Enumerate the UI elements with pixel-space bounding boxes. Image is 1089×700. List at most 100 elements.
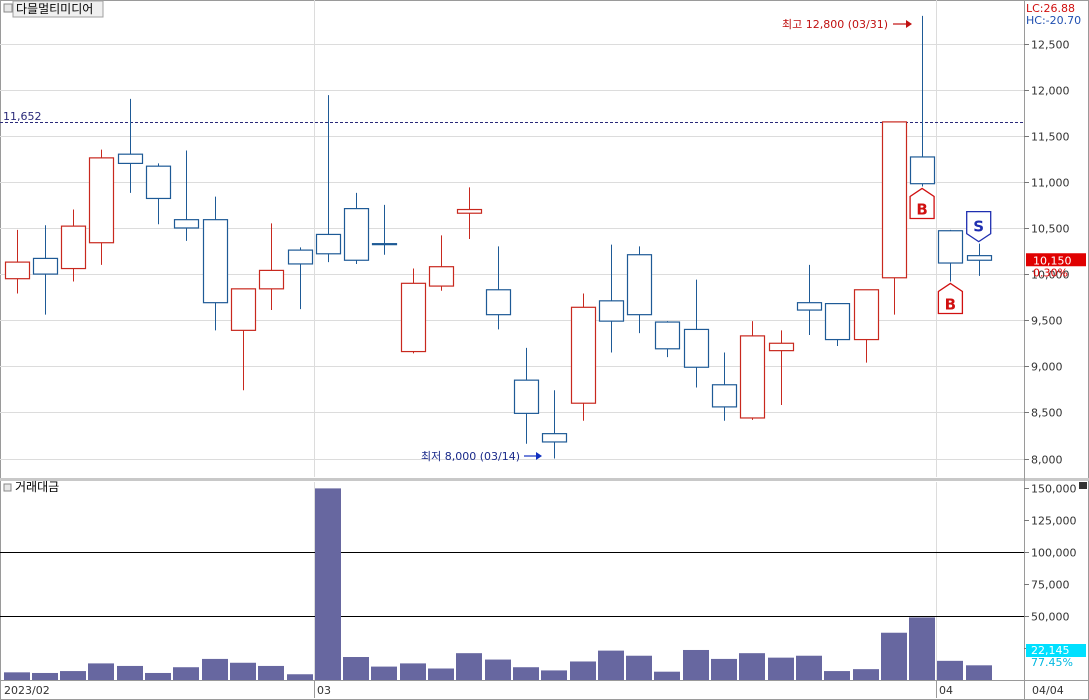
candlestick-series (4, 15, 993, 459)
volume-bar (683, 649, 709, 680)
candle-body (711, 384, 738, 408)
volume-bar (881, 632, 907, 680)
reference-line-label: 11,652 (3, 110, 42, 123)
signal-label: S (973, 218, 984, 236)
volume-bar (32, 672, 58, 680)
last-change-label: 0.30% (1033, 266, 1068, 279)
last-volume-pct: 77.45% (1031, 656, 1073, 669)
candle (541, 390, 568, 459)
candle-body (400, 282, 427, 353)
candle-body (258, 269, 285, 290)
price-tick-label: 12,000 (1031, 85, 1070, 98)
last-price-box (1026, 253, 1086, 267)
candle-body (570, 306, 597, 404)
candle (230, 288, 257, 391)
candle-body (966, 255, 993, 261)
volume-bar (485, 659, 511, 680)
candle-body (456, 208, 483, 214)
price-title-box (12, 0, 104, 18)
signal-badge (909, 187, 935, 220)
price-axis-ticks: 8,000 8,500 9,000 9,500 10,000 10,500 11,000 11… (1024, 39, 1070, 467)
candle-body (796, 302, 823, 311)
volume-bar (145, 672, 171, 680)
volume-series (4, 488, 992, 680)
price-panel-title: 다믈멀티미디어 (16, 2, 93, 16)
volume-bar (258, 665, 284, 680)
signal-badge (966, 211, 992, 243)
volume-bar (570, 661, 596, 680)
candle-body (60, 225, 87, 270)
buy-signal-marker: B (937, 282, 964, 315)
candle (258, 223, 285, 311)
candle (428, 235, 455, 291)
high-note: 최고 12,800 (03/31) (782, 18, 888, 31)
candle (796, 264, 823, 335)
candle-body (315, 233, 342, 255)
volume-bar (768, 657, 794, 680)
candle (202, 196, 229, 331)
candle (513, 347, 540, 444)
candle (60, 209, 87, 282)
candle-body (683, 328, 710, 368)
candle (117, 98, 144, 193)
volume-bar (626, 655, 652, 680)
volume-bar (173, 667, 199, 680)
volume-panel-close-icon[interactable] (1079, 482, 1087, 489)
high-arrowhead-icon (906, 20, 912, 28)
signal-label: B (945, 295, 956, 313)
hc-label: HC:-20.70 (1026, 14, 1081, 27)
volume-tick-label: 100,000 (1031, 547, 1077, 560)
candle (456, 187, 483, 240)
candle (400, 268, 427, 354)
volume-bar (598, 650, 624, 680)
candle-body (541, 433, 568, 443)
volume-bar (711, 658, 737, 680)
x-axis-label: 04 (939, 684, 953, 697)
candle (88, 149, 115, 265)
candle (598, 244, 625, 353)
volume-panel-toggle[interactable] (3, 483, 12, 492)
volume-tick-label: 125,000 (1031, 515, 1077, 528)
low-annotation: 최저 8,000 (03/14) (421, 450, 542, 463)
candle-body (32, 257, 59, 275)
candle (853, 289, 880, 363)
candle-body (824, 303, 851, 341)
candle (768, 330, 795, 406)
candle (909, 15, 936, 187)
x-axis-label: 03 (317, 684, 331, 697)
candle (683, 279, 710, 388)
candle (711, 352, 738, 421)
volume-bar (796, 655, 822, 680)
trade-signals: B B S (909, 187, 992, 315)
candle (32, 225, 59, 315)
volume-bar (88, 663, 114, 680)
sell-signal-marker: S (966, 211, 992, 243)
candle (173, 150, 200, 241)
last-volume-box (1026, 644, 1086, 657)
candle-body (937, 230, 964, 264)
signal-badge (937, 282, 964, 315)
price-tick-label: 8,000 (1031, 454, 1063, 467)
high-annotation: 최고 12,800 (03/31) (782, 18, 912, 31)
volume-bar (202, 658, 228, 680)
buy-signal-marker: B (909, 187, 935, 220)
candle (145, 163, 172, 225)
candle (371, 204, 398, 255)
price-tick-label: 9,500 (1031, 315, 1063, 328)
candle-body (428, 266, 455, 287)
x-axis-label: 2023/02 (4, 684, 50, 697)
candle (654, 321, 681, 358)
candle (937, 229, 964, 282)
last-volume-label: 22,145 (1031, 644, 1070, 657)
price-tick-label: 8,500 (1031, 407, 1063, 420)
candle (824, 303, 851, 347)
price-panel-toggle[interactable] (3, 3, 13, 13)
candle (287, 247, 314, 310)
price-tick-label: 10,000 (1031, 269, 1070, 282)
volume-bar (315, 488, 341, 680)
candle (315, 95, 342, 263)
candle-body (598, 300, 625, 322)
candle-body (768, 342, 795, 352)
price-tick-label: 11,500 (1031, 131, 1070, 144)
